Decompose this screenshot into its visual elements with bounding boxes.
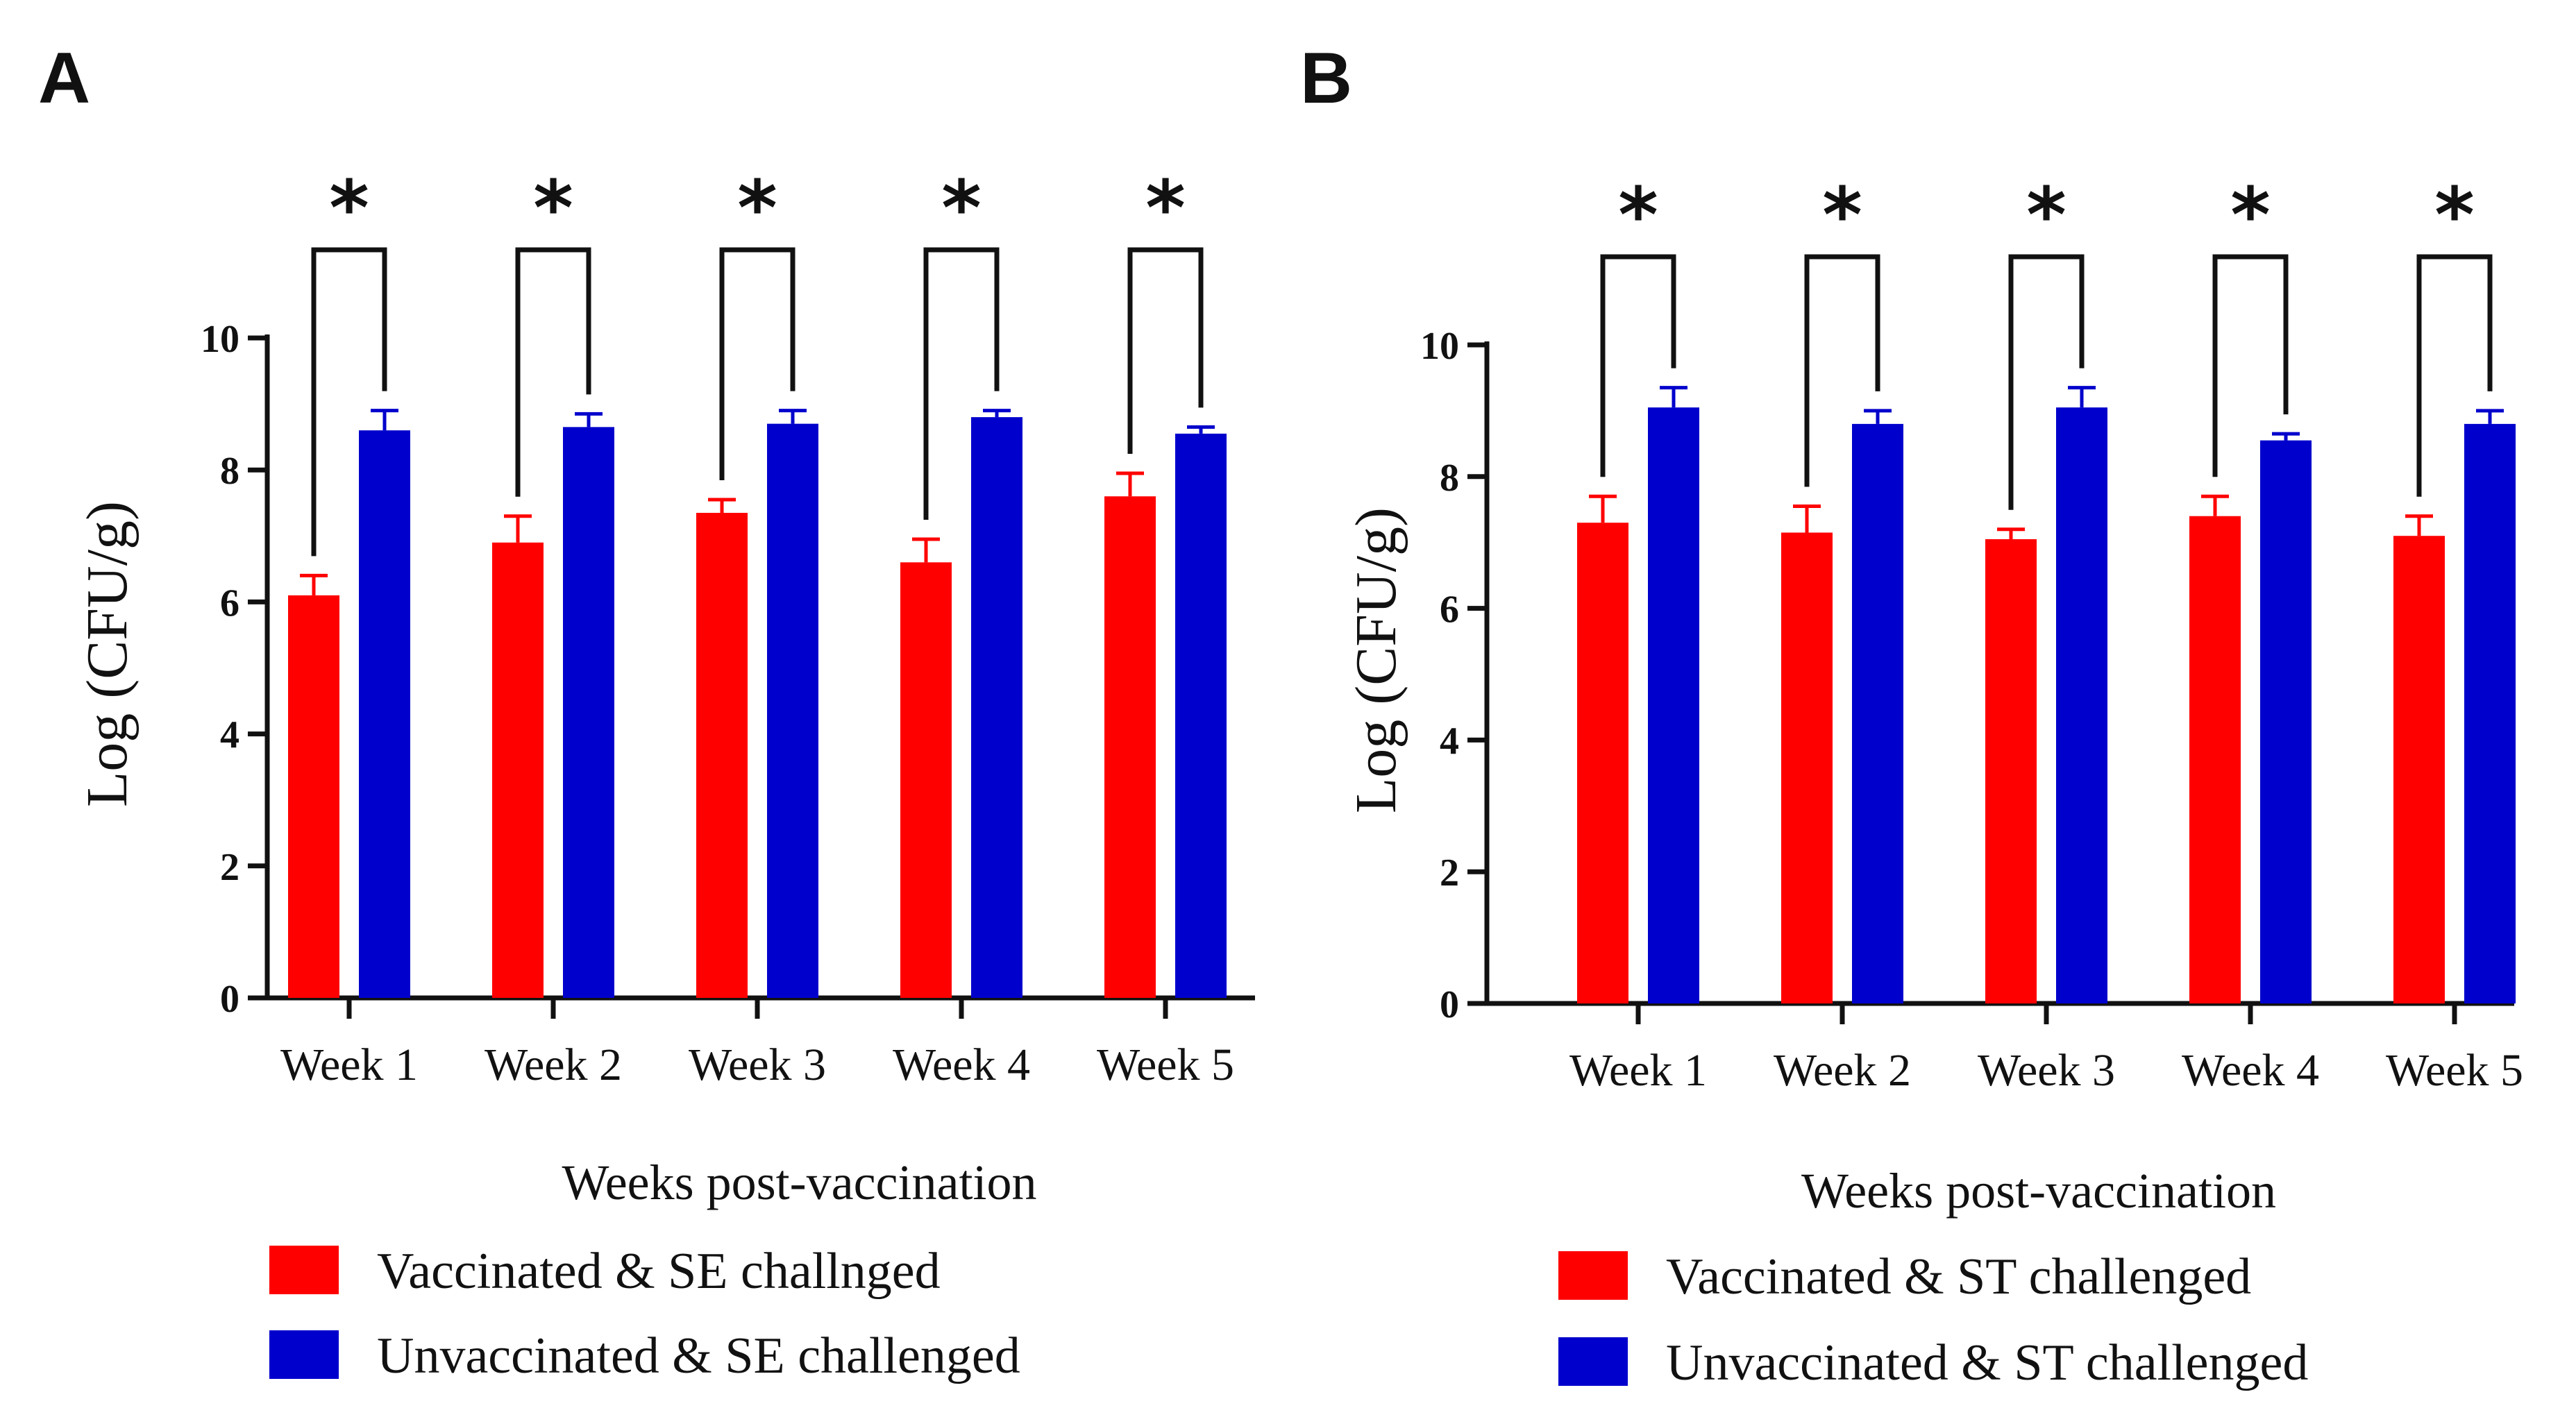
significance-bracket [515, 247, 591, 497]
legend-label: Unvaccinated & SE challenged [377, 1328, 1020, 1384]
bar-vaccinated [1985, 539, 2037, 1003]
x-tick-label: Week 4 [2182, 1045, 2319, 1096]
significance-star: * [1618, 171, 1658, 260]
x-tick-label: Week 1 [1569, 1045, 1707, 1096]
significance-star: * [2026, 171, 2066, 260]
significance-bracket [923, 247, 1000, 520]
significance-star: * [329, 164, 369, 253]
x-tick-label: Week 5 [1097, 1040, 1234, 1090]
y-tick-label: 2 [1440, 851, 1459, 895]
y-tick-label: 10 [201, 318, 239, 361]
y-tick-label: 6 [220, 582, 239, 625]
significance-bracket [719, 247, 795, 480]
bar-vaccinated [1781, 532, 1833, 1003]
bar-unvaccinated [971, 417, 1022, 998]
legend-swatch-vaccinated [1558, 1251, 1628, 1300]
significance-star: * [941, 164, 982, 253]
y-tick-label: 8 [1440, 457, 1459, 500]
y-tick-label: 10 [1420, 325, 1459, 368]
legend-swatch-vaccinated [269, 1246, 339, 1294]
y-tick-label: 0 [1440, 983, 1459, 1026]
bar-unvaccinated [2464, 423, 2516, 1003]
bar-vaccinated [2393, 536, 2445, 1003]
bar-unvaccinated [1175, 433, 1227, 998]
x-tick-label: Week 3 [689, 1040, 826, 1090]
panel-b: B 0 2 4 6 8 10 Week 1 * Week 2 * Week 3 * Week 4 * Week… [1300, 38, 2523, 1391]
y-tick-label: 8 [220, 450, 239, 493]
significance-star: * [737, 164, 777, 253]
significance-star: * [2230, 171, 2271, 260]
bar-unvaccinated [563, 427, 614, 998]
x-tick-label: Week 4 [893, 1040, 1030, 1090]
panel-letter: A [38, 38, 90, 119]
y-tick-label: 6 [1440, 588, 1459, 632]
bar-vaccinated [1577, 523, 1628, 1003]
bar-vaccinated [288, 595, 339, 998]
significance-star: * [2434, 171, 2475, 260]
x-axis-title: Weeks post-vaccination [562, 1155, 1037, 1210]
y-tick-label: 4 [220, 714, 239, 757]
significance-star: * [533, 164, 573, 253]
panel-a: A 0 2 4 6 8 10 Week 1 * Week 2 * Week 3 * Week 4 * Week… [38, 38, 1255, 1384]
bar-vaccinated [900, 562, 952, 998]
significance-bracket [1127, 247, 1204, 454]
bar-unvaccinated [1648, 407, 1699, 1003]
significance-bracket [1600, 254, 1676, 477]
x-tick-label: Week 3 [1978, 1045, 2115, 1096]
bar-unvaccinated [2056, 407, 2107, 1003]
legend-label: Vaccinated & ST challenged [1666, 1248, 2251, 1305]
legend-label: Unvaccinated & ST challenged [1666, 1334, 2308, 1391]
bar-vaccinated [1104, 496, 1156, 998]
significance-star: * [1145, 164, 1186, 253]
x-tick-label: Week 5 [2386, 1045, 2523, 1096]
y-axis-title: Log (CFU/g) [1344, 507, 1408, 813]
x-tick-label: Week 2 [1774, 1045, 1911, 1096]
significance-bracket [2008, 254, 2085, 510]
x-tick-label: Week 2 [485, 1040, 622, 1090]
significance-bracket [311, 247, 387, 557]
significance-bracket [2416, 254, 2493, 497]
significance-bracket [2212, 254, 2289, 477]
bar-vaccinated [2189, 516, 2241, 1003]
bar-unvaccinated [359, 430, 410, 998]
legend-swatch-unvaccinated [1558, 1337, 1628, 1386]
bar-unvaccinated [767, 423, 818, 998]
y-tick-label: 2 [220, 846, 239, 889]
bar-unvaccinated [2260, 440, 2312, 1003]
panel-letter: B [1300, 38, 1352, 119]
significance-star: * [1822, 171, 1862, 260]
significance-bracket [1804, 254, 1880, 487]
legend-swatch-unvaccinated [269, 1330, 339, 1379]
bar-vaccinated [492, 542, 544, 998]
bar-vaccinated [696, 513, 748, 998]
x-axis-title: Weeks post-vaccination [1801, 1163, 2276, 1219]
bar-unvaccinated [1852, 423, 1903, 1003]
legend-label: Vaccinated & SE challnged [377, 1243, 941, 1300]
y-tick-label: 0 [220, 978, 239, 1021]
y-axis-title: Log (CFU/g) [75, 501, 140, 807]
x-tick-label: Week 1 [280, 1040, 418, 1090]
y-tick-label: 4 [1440, 720, 1459, 763]
